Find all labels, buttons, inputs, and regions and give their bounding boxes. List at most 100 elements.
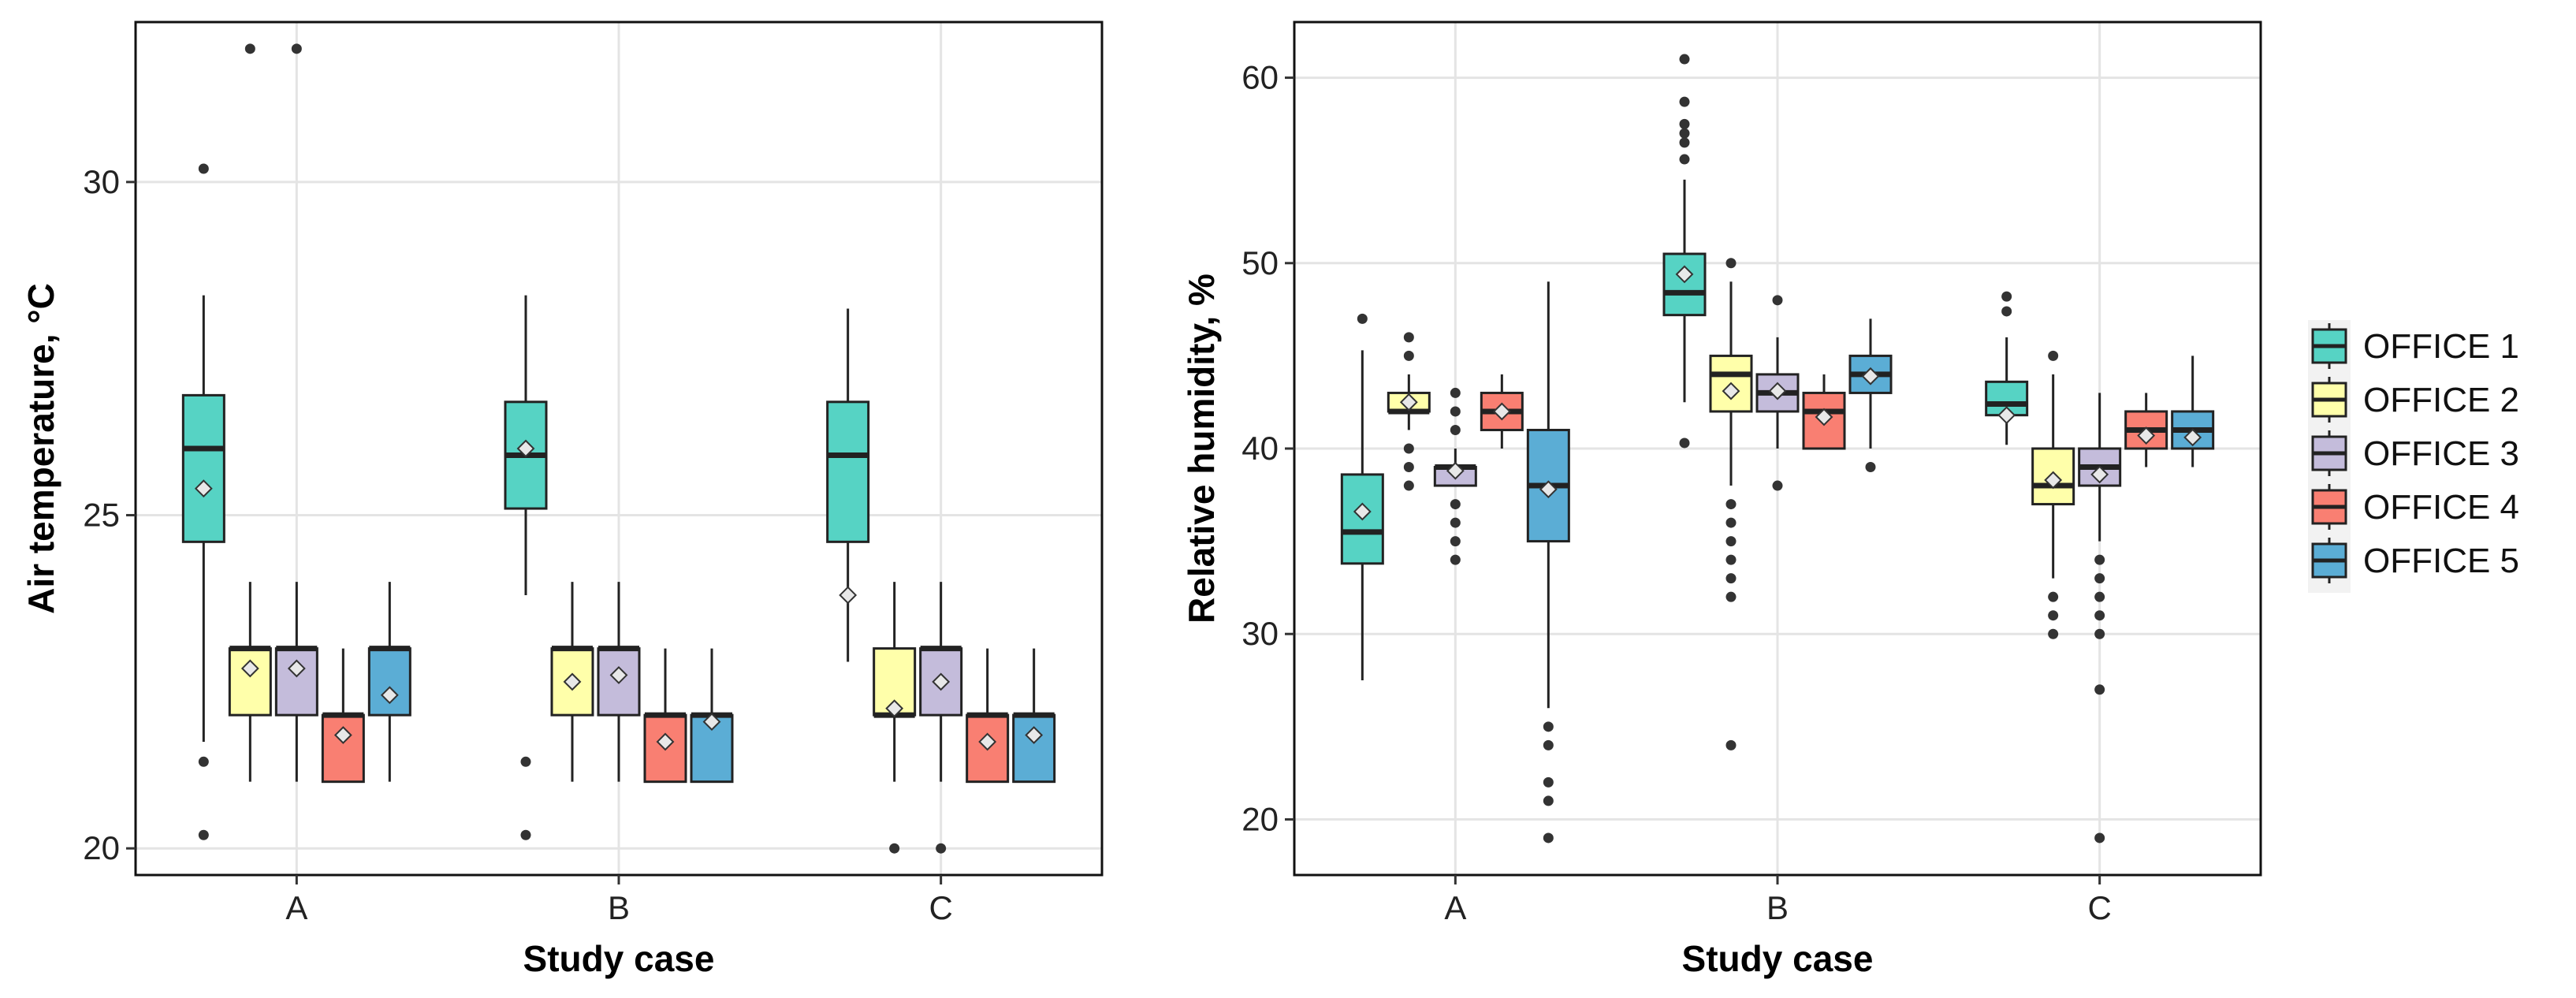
mean-marker: [702, 713, 721, 731]
x-axis-title: Study case: [523, 938, 715, 979]
ytick-label-25: 25: [83, 497, 120, 534]
outlier-point: [1543, 832, 1554, 843]
outlier-point: [1679, 118, 1690, 129]
mean-marker: [839, 586, 858, 605]
outlier-point: [1679, 137, 1690, 148]
outlier-point: [1725, 517, 1737, 528]
box-office-5-b: [1848, 318, 1893, 473]
mean-marker: [516, 439, 535, 458]
outlier-point: [2048, 350, 2059, 361]
outlier-point: [889, 843, 900, 854]
outlier-point: [2048, 610, 2059, 621]
legend-item-office-3: OFFICE 3: [2311, 430, 2519, 476]
legend-label: OFFICE 5: [2363, 542, 2519, 580]
legend-item-office-4: OFFICE 4: [2311, 484, 2519, 530]
outlier-point: [2094, 684, 2105, 695]
outlier-point: [1543, 721, 1554, 732]
box-office-5-c: [1012, 648, 1056, 784]
outlier-point: [2048, 591, 2059, 602]
box-body: [643, 713, 687, 784]
xtick-label-a: A: [1444, 889, 1466, 926]
xtick-label-c: C: [2087, 889, 2111, 926]
legend-label: OFFICE 1: [2363, 327, 2519, 366]
box-office-1-c: [826, 308, 870, 662]
box-office-4-a: [321, 648, 365, 784]
outlier-point: [1450, 554, 1461, 565]
box-office-1-a: [1340, 313, 1384, 681]
legend-item-office-5: OFFICE 5: [2311, 538, 2519, 583]
outlier-point: [1725, 536, 1737, 547]
mean-marker: [1815, 408, 1833, 426]
outlier-point: [1450, 536, 1461, 547]
box-office-3-a: [1433, 387, 1477, 565]
outlier-point: [1772, 480, 1783, 491]
box-office-4-b: [643, 648, 687, 784]
outlier-point: [520, 829, 531, 840]
mean-marker: [563, 672, 582, 691]
outlier-point: [2048, 628, 2059, 639]
ytick-label-40: 40: [1241, 430, 1279, 467]
mean-marker: [932, 672, 951, 691]
x-axis-title: Study case: [1682, 938, 1874, 979]
mean-marker: [978, 732, 997, 751]
box-body: [826, 400, 870, 543]
box-office-3-b: [597, 582, 641, 782]
outlier-point: [1725, 258, 1737, 269]
mean-marker: [2137, 426, 2156, 445]
ytick-label-20: 20: [83, 829, 120, 866]
outlier-point: [1725, 739, 1737, 750]
outlier-point: [1403, 332, 1414, 343]
outlier-point: [2094, 554, 2105, 565]
mean-marker: [333, 726, 352, 744]
ytick-label-50: 50: [1241, 244, 1279, 281]
temperature-chart: 20 25 30 A B C Study case Air temperature, °C: [20, 20, 1104, 979]
outlier-point: [291, 43, 302, 54]
mean-marker: [1997, 406, 2016, 425]
outlier-point: [1450, 406, 1461, 417]
mean-marker: [1722, 382, 1740, 400]
y-axis-title: Relative humidity, %: [1181, 274, 1222, 624]
outlier-point: [2094, 610, 2105, 621]
mean-marker: [1025, 726, 1044, 744]
legend-item-office-2: OFFICE 2: [2311, 377, 2519, 423]
mean-marker: [380, 686, 399, 705]
box-body: [228, 647, 272, 717]
outlier-point: [198, 829, 209, 840]
box-office-4-b: [1802, 374, 1846, 450]
mean-marker: [2183, 428, 2202, 447]
box-office-4-c: [2124, 393, 2168, 467]
outlier-point: [1865, 462, 1876, 473]
outlier-point: [1543, 739, 1554, 750]
outlier-point: [2094, 628, 2105, 639]
outlier-point: [1450, 387, 1461, 398]
mean-marker: [1861, 367, 1880, 385]
legend-item-office-1: OFFICE 1: [2311, 323, 2519, 369]
box-office-5-c: [2171, 356, 2215, 467]
outlier-point: [2001, 291, 2012, 302]
mean-marker: [2090, 465, 2109, 484]
box-office-1-b: [504, 295, 548, 840]
outlier-point: [1725, 591, 1737, 602]
outlier-point: [1543, 776, 1554, 788]
outlier-point: [1403, 350, 1414, 361]
outlier-point: [2094, 573, 2105, 584]
box-office-5-a: [367, 582, 411, 782]
outlier-point: [1679, 154, 1690, 165]
box-office-3-a: [274, 43, 318, 782]
xtick-label-c: C: [929, 889, 952, 926]
box-office-4-a: [1480, 374, 1524, 449]
outlier-point: [1450, 499, 1461, 510]
xtick-label-b: B: [608, 889, 630, 926]
box-body: [1012, 713, 1056, 784]
mean-marker: [287, 659, 306, 678]
box-office-4-c: [966, 648, 1010, 784]
ytick-label-30: 30: [1241, 615, 1279, 652]
ytick-label-20: 20: [1241, 800, 1279, 837]
humidity-chart: 20 30 40 50 60 A B C Study case Relative humidity…: [1181, 20, 2262, 979]
mean-marker: [885, 699, 904, 718]
box-body: [321, 713, 365, 784]
box-body: [1662, 252, 1707, 317]
box-office-1-c: [1985, 291, 2029, 445]
